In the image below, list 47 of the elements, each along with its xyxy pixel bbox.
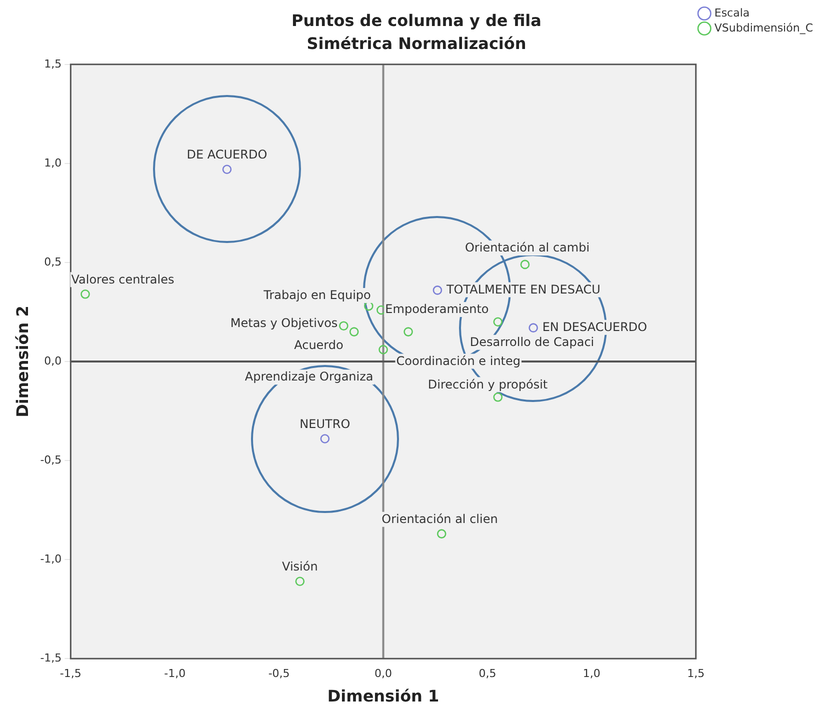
point	[404, 327, 413, 336]
legend-label: VSubdimensión_C	[714, 21, 814, 34]
point	[295, 576, 305, 586]
annotation: TOTALMENTE EN DESACU	[445, 282, 600, 296]
point	[378, 344, 388, 354]
x-tick-label: 1,0	[582, 667, 600, 680]
annotation: Coordinación e integ	[396, 354, 521, 368]
point	[339, 321, 348, 330]
y-tick-label: -0,5	[40, 453, 62, 466]
point	[436, 529, 446, 538]
x-tick-label: -0,5	[268, 667, 290, 680]
annotation: Acuerdo	[294, 338, 344, 352]
annotation: Valores centrales	[71, 272, 174, 286]
annotation: DE ACUERDO	[186, 148, 268, 162]
point	[493, 317, 503, 327]
annotation: Visión	[282, 559, 318, 574]
y-tick-label: 1,0	[44, 156, 62, 170]
annotation: Aprendizaje Organiza	[244, 370, 374, 384]
annotation: EN DESACUERDO	[542, 320, 648, 334]
x-tick-label: -1,5	[60, 667, 82, 680]
annotation: Empoderamiento	[385, 302, 489, 316]
point	[364, 301, 374, 311]
point	[349, 327, 359, 336]
annotation: Orientación al clien	[382, 512, 498, 526]
chart-title: Puntos de columna y de fila	[292, 10, 542, 30]
x-tick-label: 0,5	[478, 667, 496, 680]
y-axis-title: Dimensión 2	[12, 306, 32, 418]
annotation: Metas y Objetivos	[230, 316, 338, 330]
y-tick-label: -1,0	[40, 552, 62, 566]
annotation: Orientación al cambi	[464, 240, 590, 255]
x-tick-label: -1,0	[164, 667, 186, 680]
annotation: NEUTRO	[300, 416, 350, 431]
point	[493, 392, 503, 402]
y-tick-label: -1,5	[40, 651, 62, 664]
point	[520, 260, 530, 270]
annotation: Dirección y propósit	[428, 377, 548, 392]
chart-subtitle: Simétrica Normalización	[306, 34, 526, 53]
x-tick-label: 1,5	[687, 667, 705, 680]
x-axis-title: Dimensión 1	[327, 686, 440, 706]
y-tick-label: 0,5	[44, 255, 62, 268]
x-tick-label: 0,0	[374, 667, 392, 680]
annotation: Desarrollo de Capaci	[470, 335, 594, 350]
legend-label: Escala	[714, 6, 750, 20]
annotation: Trabajo en Equipo	[262, 288, 371, 302]
y-tick-label: 0,0	[44, 354, 62, 368]
y-tick-label: 1,5	[44, 57, 62, 70]
point	[80, 290, 90, 299]
